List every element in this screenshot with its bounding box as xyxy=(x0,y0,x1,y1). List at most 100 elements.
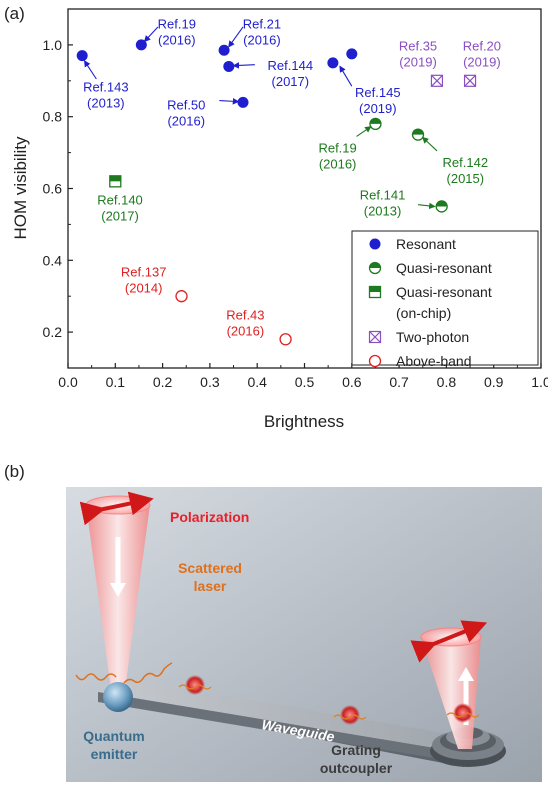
ref-annotation: Ref.20(2019) xyxy=(463,38,501,69)
data-point xyxy=(279,333,292,346)
x-axis-label: Brightness xyxy=(264,412,344,431)
x-tick-label: 0.6 xyxy=(342,374,362,390)
panel-a-label: (a) xyxy=(4,4,25,23)
ref-arrow xyxy=(417,202,436,210)
ref-annotation: Ref.19(2016) xyxy=(143,17,196,48)
legend-marker xyxy=(368,330,382,344)
data-point xyxy=(346,48,358,60)
ref-year: (2016) xyxy=(227,324,265,339)
ref-label: Ref.143 xyxy=(83,80,129,95)
legend-marker xyxy=(368,285,382,299)
x-tick-label: 0.2 xyxy=(153,374,173,390)
y-tick-label: 0.6 xyxy=(43,181,63,197)
marker-cross xyxy=(431,74,443,87)
ref-year: (2017) xyxy=(272,74,310,89)
ref-annotation: Ref.140(2017) xyxy=(97,193,143,224)
polarization-arrow-right xyxy=(410,620,488,663)
data-point xyxy=(327,57,339,69)
photon-1 xyxy=(178,675,212,695)
ref-year: (2017) xyxy=(101,209,139,224)
ref-annotation: Ref.145(2019) xyxy=(339,65,401,116)
marker-fill xyxy=(369,286,381,292)
legend-marker xyxy=(368,261,382,275)
x-tick-label: 0.0 xyxy=(58,374,78,390)
data-point xyxy=(411,128,425,141)
ref-year: (2013) xyxy=(364,203,402,218)
ref-label: Ref.19 xyxy=(318,141,356,156)
ref-label: Ref.50 xyxy=(167,98,205,113)
data-point xyxy=(218,44,230,56)
legend: Resonant Quasi-resonant Quasi-resonant (on-… xyxy=(351,230,539,369)
legend-box xyxy=(351,230,539,366)
quantum-emitter-dot xyxy=(103,682,133,712)
waveguide-illustration: Polarization Scattered laser Quantum emi… xyxy=(66,487,542,782)
ref-label: Ref.140 xyxy=(97,193,143,208)
data-point xyxy=(175,290,188,303)
ref-year: (2014) xyxy=(125,280,163,295)
ref-arrow xyxy=(219,98,240,105)
ref-label: Ref.145 xyxy=(355,85,401,100)
data-point xyxy=(369,117,382,131)
ref-arrow xyxy=(421,136,438,152)
ref-arrow xyxy=(228,26,244,48)
data-point xyxy=(109,175,122,188)
ref-annotation: Ref.137(2014) xyxy=(121,264,167,295)
polarization-arrow-left xyxy=(79,491,154,526)
scattered-laser-wave-right xyxy=(123,662,173,684)
data-point xyxy=(223,60,235,72)
legend-label: Quasi-resonant xyxy=(396,284,492,300)
legend-label: Resonant xyxy=(396,236,456,252)
y-axis-label: HOM visibility xyxy=(11,136,30,239)
y-tick-label: 0.2 xyxy=(43,324,63,340)
ref-arrow xyxy=(232,62,255,69)
x-tick-label: 0.4 xyxy=(247,374,267,390)
y-tick-label: 1.0 xyxy=(43,37,63,53)
legend-label: (on-chip) xyxy=(396,305,451,321)
marker-fill xyxy=(436,200,448,207)
marker-fill xyxy=(109,175,121,182)
data-point xyxy=(463,74,477,87)
marker-cross xyxy=(369,331,381,343)
ref-annotation: Ref.144(2017) xyxy=(232,58,314,89)
marker-fill xyxy=(412,129,424,135)
ref-year: (2013) xyxy=(87,96,125,111)
y-tick-label: 0.4 xyxy=(43,252,63,268)
legend-item: Above-band xyxy=(368,353,472,369)
y-axis-ticks: 0.2 0.4 0.6 0.8 1.0 xyxy=(43,37,73,369)
ref-label: Ref.144 xyxy=(268,58,314,73)
scattered-laser-label-1: Scattered xyxy=(178,560,242,576)
ref-annotation: Ref.35(2019) xyxy=(399,38,437,69)
ref-label: Ref.20 xyxy=(463,38,501,53)
x-tick-label: 0.1 xyxy=(106,374,126,390)
ref-arrow xyxy=(339,65,353,87)
data-points xyxy=(76,39,477,346)
ref-annotation: Ref.142(2015) xyxy=(421,136,489,186)
legend-label: Above-band xyxy=(396,353,472,369)
reference-annotations: Ref.143(2013)Ref.19(2016)Ref.21(2016)Ref… xyxy=(83,17,501,339)
x-tick-label: 0.7 xyxy=(389,374,409,390)
x-tick-label: 1.0 xyxy=(531,374,548,390)
data-point xyxy=(435,200,448,213)
marker-fill xyxy=(369,118,381,124)
ref-label: Ref.142 xyxy=(443,155,489,170)
ref-year: (2019) xyxy=(399,54,437,69)
waveguide xyxy=(98,681,490,767)
ref-year: (2016) xyxy=(158,33,196,48)
ref-year: (2016) xyxy=(167,114,205,129)
legend-marker xyxy=(369,238,381,250)
ref-year: (2019) xyxy=(359,101,397,116)
legend-item: Quasi-resonant (on-chip) xyxy=(368,284,492,321)
ref-label: Ref.35 xyxy=(399,38,437,53)
scattered-laser-label-2: laser xyxy=(194,578,227,594)
x-tick-label: 0.3 xyxy=(200,374,220,390)
data-point xyxy=(76,50,88,62)
marker-cross xyxy=(464,74,476,87)
ref-arrow xyxy=(143,26,159,43)
ref-annotation: Ref.19(2016) xyxy=(318,126,372,172)
legend-item: Two-photon xyxy=(368,329,469,345)
polarization-label: Polarization xyxy=(170,509,249,525)
x-tick-label: 0.9 xyxy=(484,374,504,390)
hom-scatter-chart: 0.0 0.1 0.2 0.3 0.4 0.5 0.6 0.7 0.8 0.9 1.0 0.2 0.4… xyxy=(11,8,548,431)
photon-2 xyxy=(333,705,367,725)
x-axis-ticks: 0.0 0.1 0.2 0.3 0.4 0.5 0.6 0.7 0.8 0.9 1.0 xyxy=(58,363,548,390)
